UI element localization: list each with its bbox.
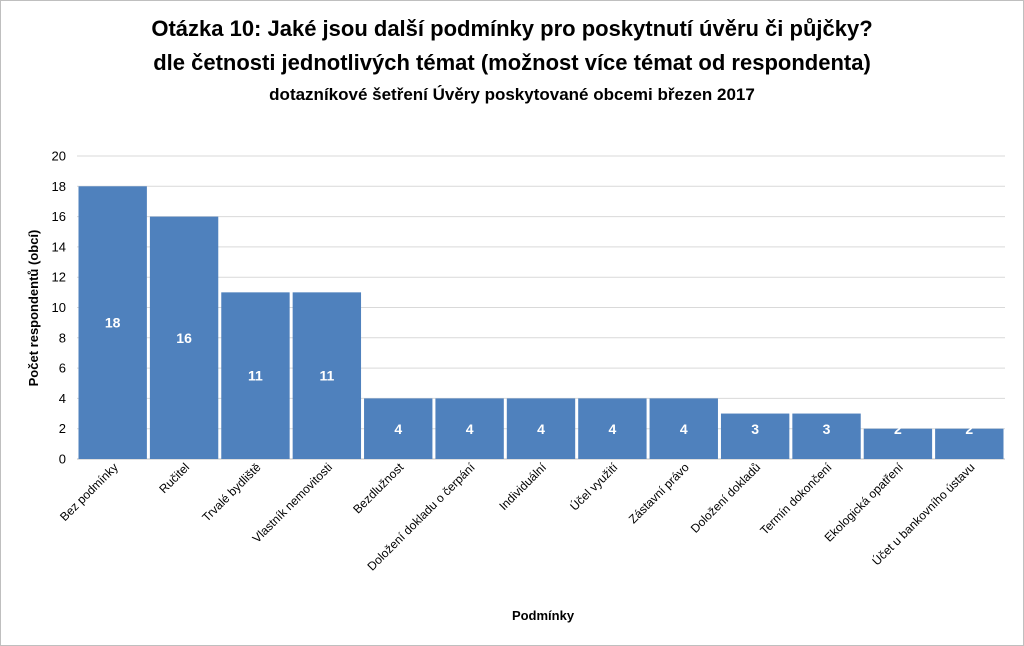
x-tick-label: Termín dokončení xyxy=(757,460,835,538)
x-tick-label: Trvalé bydliště xyxy=(199,460,264,525)
data-label: 11 xyxy=(319,368,334,384)
y-tick-label: 12 xyxy=(52,270,66,285)
x-tick-label: Zástavní právo xyxy=(626,460,692,526)
data-label: 4 xyxy=(394,421,402,437)
data-label: 3 xyxy=(751,421,759,437)
data-label: 16 xyxy=(176,330,192,346)
chart-title: Otázka 10: Jaké jsou další podmínky pro … xyxy=(151,16,873,41)
x-tick-label: Bez podmínky xyxy=(57,460,121,524)
x-tick-label: Účel využití xyxy=(567,459,621,513)
chart-subtitle: dle četnosti jednotlivých témat (možnost… xyxy=(153,50,871,75)
x-tick-label: Doložení dokladů xyxy=(688,460,763,535)
data-label: 4 xyxy=(537,421,545,437)
bar xyxy=(435,398,504,459)
data-label: 4 xyxy=(680,421,688,437)
bar xyxy=(506,398,576,459)
y-tick-label: 2 xyxy=(59,421,66,436)
bar xyxy=(792,413,861,459)
y-tick-labels: 0 2 4 6 8 10 12 14 16 18 20 xyxy=(52,149,66,467)
x-axis-label: Podmínky xyxy=(512,608,575,623)
data-label: 2 xyxy=(965,421,973,437)
bar xyxy=(720,413,790,459)
y-tick-label: 0 xyxy=(59,452,66,467)
x-tick-label: Vlastník nemovitosti xyxy=(250,460,335,545)
data-label: 4 xyxy=(608,421,616,437)
y-axis-label: Počet respondentů (obcí) xyxy=(26,230,41,387)
y-tick-label: 4 xyxy=(59,391,66,406)
bar xyxy=(578,398,647,459)
bar xyxy=(863,428,933,459)
y-tick-label: 16 xyxy=(52,209,66,224)
data-label: 3 xyxy=(823,421,831,437)
bar xyxy=(78,186,147,460)
y-tick-label: 18 xyxy=(52,179,66,194)
y-tick-label: 8 xyxy=(59,330,66,345)
y-tick-label: 6 xyxy=(59,361,66,376)
x-tick-label: Ekologická opatření xyxy=(822,460,907,545)
bar xyxy=(364,398,433,459)
data-label: 2 xyxy=(894,421,902,437)
data-label: 11 xyxy=(248,368,263,384)
x-tick-labels: Bez podmínky Ručitel Trvalé bydlištěVlastn… xyxy=(57,459,977,573)
bar xyxy=(649,398,718,459)
data-label: 4 xyxy=(466,421,474,437)
x-tick-label: Individuální xyxy=(496,460,549,513)
y-tick-label: 20 xyxy=(52,149,66,164)
x-tick-label: Bezdlužnost xyxy=(350,460,407,517)
x-tick-label: Ručitel xyxy=(156,460,192,496)
bar xyxy=(292,292,362,459)
bar xyxy=(221,292,290,459)
chart-subtitle-2: dotazníkové šetření Úvěry poskytované ob… xyxy=(269,85,755,104)
bar xyxy=(935,428,1004,459)
bar xyxy=(149,216,219,459)
y-tick-label: 14 xyxy=(52,239,66,254)
y-tick-label: 10 xyxy=(52,300,66,315)
data-label: 18 xyxy=(105,315,121,331)
bars: 18 16 11 11 4 4 4 4 4 3 3 2 2 xyxy=(78,186,1004,460)
